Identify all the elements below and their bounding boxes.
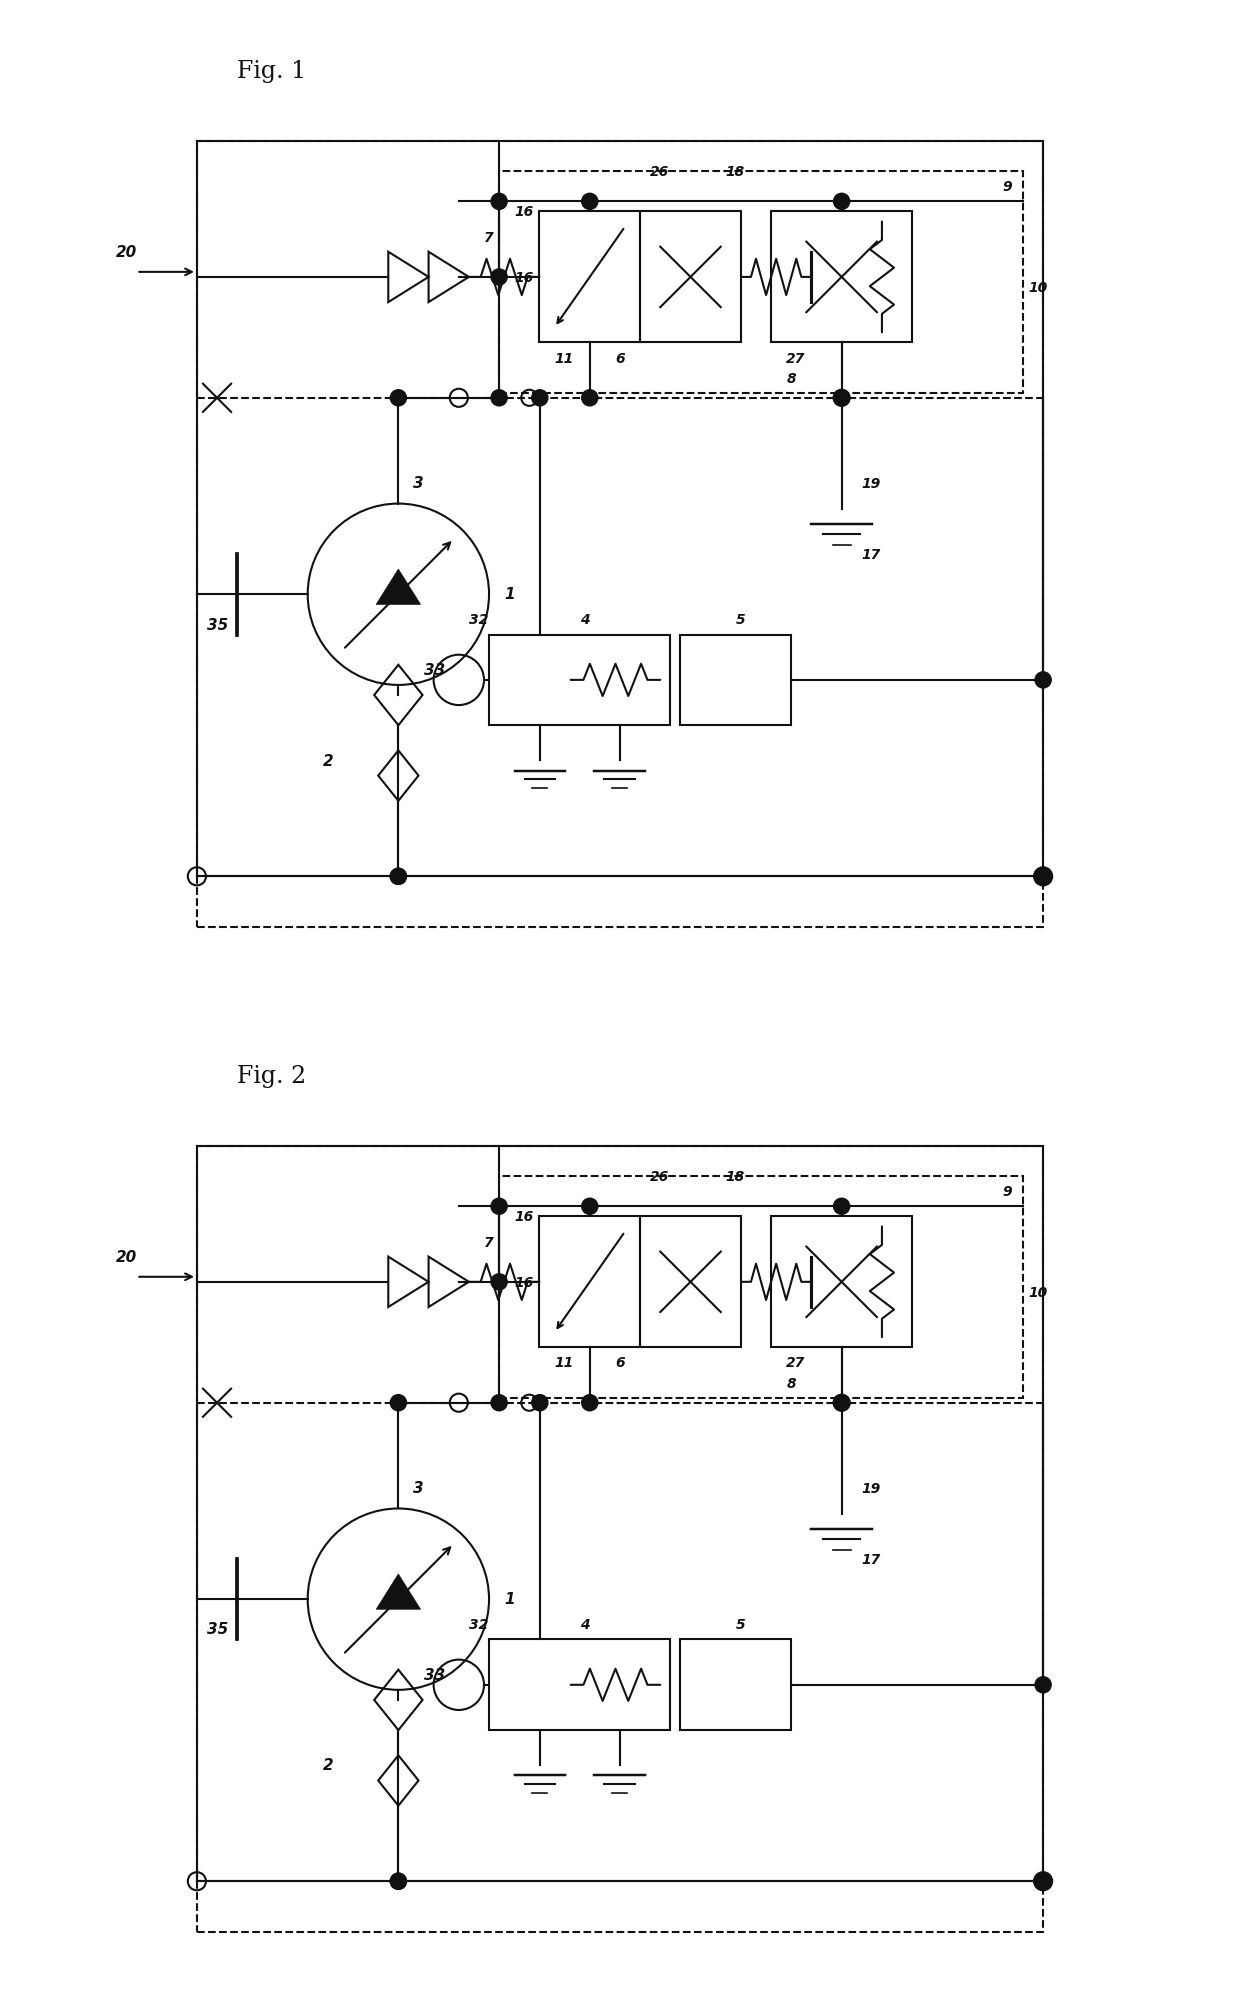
Text: 9: 9	[1003, 180, 1012, 194]
Circle shape	[391, 1395, 407, 1411]
Circle shape	[582, 1199, 598, 1215]
Text: 32: 32	[469, 1618, 489, 1632]
Circle shape	[1035, 1874, 1052, 1890]
Text: 16: 16	[515, 270, 533, 284]
Circle shape	[582, 390, 598, 406]
Bar	[681, 635, 791, 725]
Bar	[771, 1217, 913, 1347]
Text: 2: 2	[322, 753, 334, 769]
Text: 1: 1	[505, 1592, 515, 1608]
Text: 26: 26	[650, 1169, 670, 1183]
Text: 35: 35	[207, 617, 228, 633]
Circle shape	[532, 390, 548, 406]
Circle shape	[532, 1395, 548, 1411]
Circle shape	[391, 869, 407, 885]
Circle shape	[582, 1395, 598, 1411]
Text: 4: 4	[580, 1618, 589, 1632]
Text: 11: 11	[554, 1357, 574, 1371]
Bar	[500, 170, 1023, 392]
Bar	[197, 140, 1043, 927]
Bar	[771, 212, 913, 342]
Text: Fig. 2: Fig. 2	[237, 1065, 306, 1089]
Bar	[539, 212, 640, 342]
Text: 27: 27	[786, 352, 806, 366]
Bar	[489, 635, 671, 725]
Circle shape	[391, 1874, 407, 1890]
Text: 10: 10	[1028, 1285, 1048, 1299]
Bar	[539, 1217, 640, 1347]
Text: 33: 33	[424, 663, 445, 679]
Text: 16: 16	[515, 1275, 533, 1289]
Polygon shape	[376, 569, 420, 605]
Polygon shape	[376, 1574, 420, 1610]
Text: 8: 8	[786, 372, 796, 386]
Text: 7: 7	[484, 1235, 494, 1249]
Bar	[197, 1145, 1043, 1932]
Text: 10: 10	[1028, 280, 1048, 294]
Text: 3: 3	[413, 1481, 424, 1495]
Text: 32: 32	[469, 613, 489, 627]
Circle shape	[1035, 869, 1052, 885]
Circle shape	[582, 194, 598, 210]
Text: Fig. 1: Fig. 1	[237, 60, 306, 84]
Circle shape	[491, 268, 507, 284]
Text: 19: 19	[862, 1481, 882, 1495]
Text: 4: 4	[580, 613, 589, 627]
Text: 2: 2	[322, 1758, 334, 1774]
Text: 33: 33	[424, 1668, 445, 1684]
Circle shape	[491, 390, 507, 406]
Text: 6: 6	[615, 352, 625, 366]
Text: 7: 7	[484, 230, 494, 244]
Circle shape	[391, 390, 407, 406]
Text: 8: 8	[786, 1377, 796, 1391]
Circle shape	[833, 194, 849, 210]
Circle shape	[1035, 673, 1052, 689]
Text: 20: 20	[117, 244, 138, 260]
Text: 26: 26	[650, 166, 670, 178]
Text: 5: 5	[735, 1618, 745, 1632]
Text: 19: 19	[862, 476, 882, 490]
Text: 17: 17	[862, 549, 882, 563]
Circle shape	[491, 1199, 507, 1215]
Text: 5: 5	[735, 613, 745, 627]
Bar	[489, 1640, 671, 1730]
Text: 17: 17	[862, 1554, 882, 1568]
Text: 35: 35	[207, 1622, 228, 1638]
Circle shape	[833, 390, 849, 406]
Text: 3: 3	[413, 476, 424, 490]
Text: 6: 6	[615, 1357, 625, 1371]
Circle shape	[491, 194, 507, 210]
Text: 18: 18	[725, 166, 745, 178]
Text: 11: 11	[554, 352, 574, 366]
Text: 16: 16	[515, 1211, 533, 1225]
Circle shape	[491, 1273, 507, 1289]
Text: 16: 16	[515, 206, 533, 220]
Text: 9: 9	[1003, 1185, 1012, 1199]
Text: 1: 1	[505, 587, 515, 603]
Circle shape	[833, 1395, 849, 1411]
Circle shape	[491, 1395, 507, 1411]
Text: 27: 27	[786, 1357, 806, 1371]
Circle shape	[833, 1199, 849, 1215]
Circle shape	[391, 1874, 407, 1890]
Bar	[500, 1175, 1023, 1397]
Circle shape	[1035, 1678, 1052, 1694]
Text: 18: 18	[725, 1169, 745, 1183]
Bar	[640, 212, 740, 342]
Circle shape	[391, 869, 407, 885]
Bar	[681, 1640, 791, 1730]
Text: 20: 20	[117, 1249, 138, 1265]
Bar	[640, 1217, 740, 1347]
